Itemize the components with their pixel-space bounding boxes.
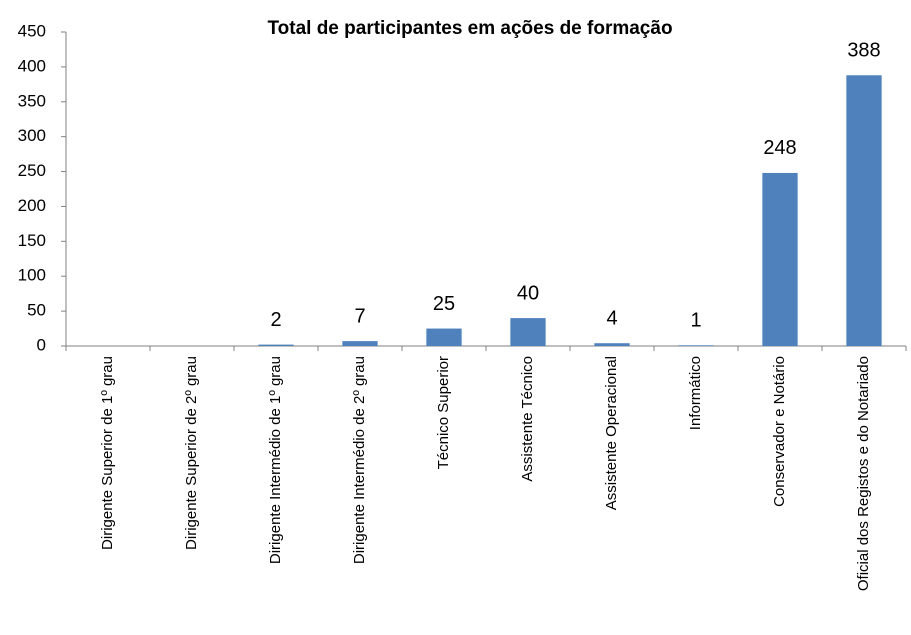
bar (762, 172, 798, 346)
bar (258, 344, 294, 346)
x-tick-label: Assistente Operacional (603, 356, 620, 510)
y-tick-label: 400 (18, 56, 46, 75)
data-label: 7 (354, 305, 365, 327)
data-label: 25 (433, 293, 455, 315)
y-tick-label: 450 (18, 21, 46, 40)
y-tick-label: 100 (18, 266, 46, 285)
data-label: 2 (270, 309, 281, 331)
data-label: 248 (763, 137, 796, 159)
bar (846, 75, 882, 347)
data-label: 40 (517, 282, 539, 304)
x-tick-label: Assistente Técnico (519, 356, 536, 482)
chart-title: Total de participantes em ações de forma… (267, 18, 672, 39)
data-label: 388 (847, 40, 880, 62)
x-tick-label: Dirigente Intermédio de 1º grau (267, 356, 284, 564)
bar (510, 318, 546, 346)
x-tick-label: Informático (687, 356, 704, 430)
y-tick-label: 300 (18, 126, 46, 145)
bar (678, 345, 714, 346)
y-tick-label: 50 (27, 301, 46, 320)
y-tick-label: 250 (18, 161, 46, 180)
y-tick-label: 200 (18, 196, 46, 215)
bar (594, 343, 630, 346)
x-tick-label: Técnico Superior (435, 356, 452, 469)
x-tick-label: Dirigente Superior de 1º grau (99, 356, 116, 550)
bar (426, 328, 462, 346)
y-tick-label: 0 (37, 335, 46, 354)
x-tick-label: Dirigente Superior de 2º grau (183, 356, 200, 550)
y-tick-label: 350 (18, 91, 46, 110)
x-tick-label: Conservador e Notário (771, 356, 788, 507)
y-tick-label: 150 (18, 231, 46, 250)
x-tick-label: Dirigente Intermédio de 2º grau (351, 356, 368, 564)
x-tick-label: Oficial dos Registos e do Notariado (855, 356, 872, 591)
bar (342, 341, 378, 346)
data-label: 4 (606, 307, 617, 329)
data-label: 1 (690, 310, 701, 332)
